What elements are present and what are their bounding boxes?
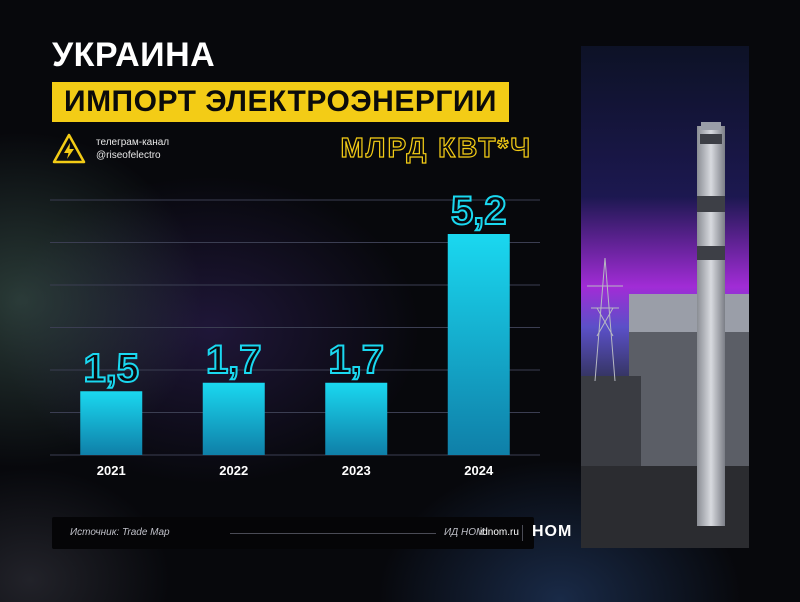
bar-2021 <box>80 391 143 455</box>
value-label-2021: 1,5 <box>83 346 139 390</box>
bar-2023 <box>325 382 388 455</box>
source-text: Источник: Trade Map <box>70 527 170 538</box>
value-label-2023: 1,7 <box>328 338 384 382</box>
channel-label: телеграм-канал <box>96 137 170 148</box>
footer-bar: Источник: Trade Map ИД НОМ idnom.ru НОМ <box>52 517 571 549</box>
x-tick-label-2024: 2024 <box>464 463 494 478</box>
bar-2022 <box>202 382 265 455</box>
channel-link[interactable]: телеграм-канал @riseofelectro <box>52 132 169 166</box>
high-voltage-warning-icon <box>52 133 86 164</box>
unit-label: МЛРД КВТ*Ч <box>340 131 532 163</box>
publisher-site-link[interactable]: idnom.ru <box>480 527 519 538</box>
x-tick-label-2021: 2021 <box>97 463 126 478</box>
page-subtitle: ИМПОРТ ЭЛЕКТРОЭНЕРГИИ <box>52 82 509 122</box>
x-tick-label-2023: 2023 <box>342 463 371 478</box>
channel-handle: @riseofelectro <box>96 150 161 161</box>
value-label-2022: 1,7 <box>206 338 262 382</box>
publisher-name: ИД НОМ <box>444 527 485 538</box>
bar-chart: 1,5 2021 1,7 2022 1,7 2023 5,2 2024 <box>50 190 540 478</box>
bar-2024 <box>447 234 510 455</box>
page-title: УКРАИНА <box>52 36 216 74</box>
footer-separator <box>522 525 523 541</box>
brand-logo: НОМ <box>532 523 573 540</box>
value-label-2024: 5,2 <box>451 190 507 233</box>
power-plant-photo <box>581 46 749 548</box>
footer-divider-line <box>230 533 436 534</box>
x-tick-label-2022: 2022 <box>219 463 248 478</box>
